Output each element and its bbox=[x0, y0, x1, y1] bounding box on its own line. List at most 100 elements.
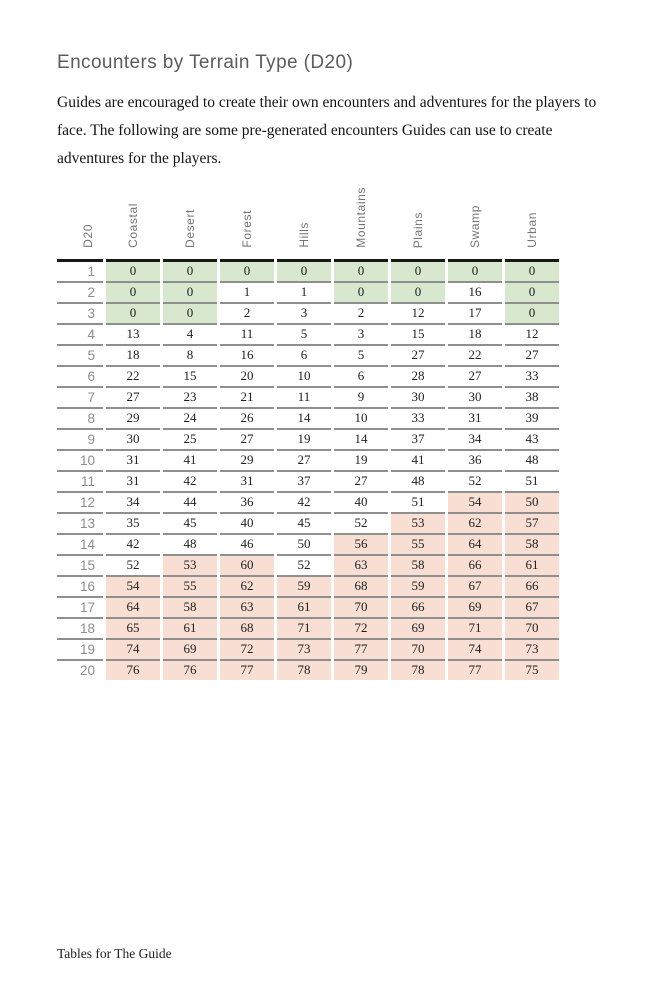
cell-desert-14: 48 bbox=[163, 535, 217, 556]
cell-mountains-6: 6 bbox=[334, 367, 388, 388]
cell-forest-11: 31 bbox=[220, 472, 274, 493]
cell-desert-19: 69 bbox=[163, 640, 217, 661]
cell-desert-2: 0 bbox=[163, 283, 217, 304]
cell-forest-19: 72 bbox=[220, 640, 274, 661]
table-row: 12 34 44 36 42 40 51 54 50 bbox=[57, 493, 559, 514]
row-number: 13 bbox=[57, 514, 103, 535]
column-header-plains: Plains bbox=[391, 179, 445, 262]
column-header-label: Swamp bbox=[468, 204, 482, 248]
cell-swamp-11: 52 bbox=[448, 472, 502, 493]
row-number: 10 bbox=[57, 451, 103, 472]
cell-forest-5: 16 bbox=[220, 346, 274, 367]
cell-urban-17: 67 bbox=[505, 598, 559, 619]
cell-urban-3: 0 bbox=[505, 304, 559, 325]
table-row: 3 0 0 2 3 2 12 17 0 bbox=[57, 304, 559, 325]
cell-mountains-19: 77 bbox=[334, 640, 388, 661]
cell-coastal-12: 34 bbox=[106, 493, 160, 514]
cell-plains-10: 41 bbox=[391, 451, 445, 472]
page-footer: Tables for The Guide bbox=[57, 946, 172, 961]
cell-coastal-7: 27 bbox=[106, 388, 160, 409]
cell-forest-6: 20 bbox=[220, 367, 274, 388]
row-number: 8 bbox=[57, 409, 103, 430]
cell-desert-16: 55 bbox=[163, 577, 217, 598]
row-number: 14 bbox=[57, 535, 103, 556]
cell-urban-12: 50 bbox=[505, 493, 559, 514]
cell-swamp-17: 69 bbox=[448, 598, 502, 619]
row-number: 12 bbox=[57, 493, 103, 514]
table-row: 14 42 48 46 50 56 55 64 58 bbox=[57, 535, 559, 556]
cell-coastal-2: 0 bbox=[106, 283, 160, 304]
cell-plains-17: 66 bbox=[391, 598, 445, 619]
column-header-coastal: Coastal bbox=[106, 179, 160, 262]
cell-swamp-14: 64 bbox=[448, 535, 502, 556]
cell-urban-16: 66 bbox=[505, 577, 559, 598]
cell-desert-8: 24 bbox=[163, 409, 217, 430]
table-row: 10 31 41 29 27 19 41 36 48 bbox=[57, 451, 559, 472]
cell-plains-6: 28 bbox=[391, 367, 445, 388]
cell-urban-2: 0 bbox=[505, 283, 559, 304]
cell-coastal-20: 76 bbox=[106, 661, 160, 680]
cell-forest-15: 60 bbox=[220, 556, 274, 577]
column-header-label: Urban bbox=[525, 212, 539, 248]
table-row: 5 18 8 16 6 5 27 22 27 bbox=[57, 346, 559, 367]
row-number: 4 bbox=[57, 325, 103, 346]
cell-plains-13: 53 bbox=[391, 514, 445, 535]
column-header-hills: Hills bbox=[277, 179, 331, 262]
cell-forest-2: 1 bbox=[220, 283, 274, 304]
cell-swamp-12: 54 bbox=[448, 493, 502, 514]
table-row: 6 22 15 20 10 6 28 27 33 bbox=[57, 367, 559, 388]
row-number: 7 bbox=[57, 388, 103, 409]
cell-urban-6: 33 bbox=[505, 367, 559, 388]
row-number: 3 bbox=[57, 304, 103, 325]
cell-mountains-11: 27 bbox=[334, 472, 388, 493]
table-body: 1 0 0 0 0 0 0 0 0 2 0 0 1 1 0 0 16 0 3 0 0 2 3 2 12 17 0 4 13 4 11 5 3 15… bbox=[57, 262, 559, 680]
cell-coastal-1: 0 bbox=[106, 262, 160, 283]
row-number: 17 bbox=[57, 598, 103, 619]
cell-coastal-10: 31 bbox=[106, 451, 160, 472]
cell-urban-4: 12 bbox=[505, 325, 559, 346]
cell-desert-20: 76 bbox=[163, 661, 217, 680]
cell-forest-8: 26 bbox=[220, 409, 274, 430]
cell-desert-11: 42 bbox=[163, 472, 217, 493]
cell-forest-1: 0 bbox=[220, 262, 274, 283]
table-row: 19 74 69 72 73 77 70 74 73 bbox=[57, 640, 559, 661]
cell-coastal-5: 18 bbox=[106, 346, 160, 367]
cell-coastal-19: 74 bbox=[106, 640, 160, 661]
cell-hills-4: 5 bbox=[277, 325, 331, 346]
cell-swamp-9: 34 bbox=[448, 430, 502, 451]
column-header-d20: D20 bbox=[57, 179, 103, 262]
cell-hills-19: 73 bbox=[277, 640, 331, 661]
table-head: D20 Coastal Desert Forest Hills Mountains Plai… bbox=[57, 179, 559, 262]
cell-desert-10: 41 bbox=[163, 451, 217, 472]
cell-urban-10: 48 bbox=[505, 451, 559, 472]
cell-forest-12: 36 bbox=[220, 493, 274, 514]
cell-desert-1: 0 bbox=[163, 262, 217, 283]
cell-urban-5: 27 bbox=[505, 346, 559, 367]
cell-mountains-18: 72 bbox=[334, 619, 388, 640]
row-number: 11 bbox=[57, 472, 103, 493]
cell-mountains-8: 10 bbox=[334, 409, 388, 430]
cell-hills-12: 42 bbox=[277, 493, 331, 514]
cell-urban-1: 0 bbox=[505, 262, 559, 283]
cell-desert-4: 4 bbox=[163, 325, 217, 346]
cell-forest-3: 2 bbox=[220, 304, 274, 325]
cell-desert-13: 45 bbox=[163, 514, 217, 535]
cell-urban-7: 38 bbox=[505, 388, 559, 409]
row-number: 19 bbox=[57, 640, 103, 661]
cell-hills-2: 1 bbox=[277, 283, 331, 304]
cell-urban-14: 58 bbox=[505, 535, 559, 556]
page-title: Encounters by Terrain Type (D20) bbox=[57, 52, 354, 73]
cell-urban-8: 39 bbox=[505, 409, 559, 430]
cell-swamp-6: 27 bbox=[448, 367, 502, 388]
cell-plains-11: 48 bbox=[391, 472, 445, 493]
cell-forest-4: 11 bbox=[220, 325, 274, 346]
cell-coastal-6: 22 bbox=[106, 367, 160, 388]
cell-mountains-12: 40 bbox=[334, 493, 388, 514]
cell-plains-14: 55 bbox=[391, 535, 445, 556]
cell-coastal-13: 35 bbox=[106, 514, 160, 535]
cell-forest-7: 21 bbox=[220, 388, 274, 409]
column-header-desert: Desert bbox=[163, 179, 217, 262]
cell-urban-19: 73 bbox=[505, 640, 559, 661]
column-header-label: D20 bbox=[81, 224, 95, 248]
cell-hills-6: 10 bbox=[277, 367, 331, 388]
